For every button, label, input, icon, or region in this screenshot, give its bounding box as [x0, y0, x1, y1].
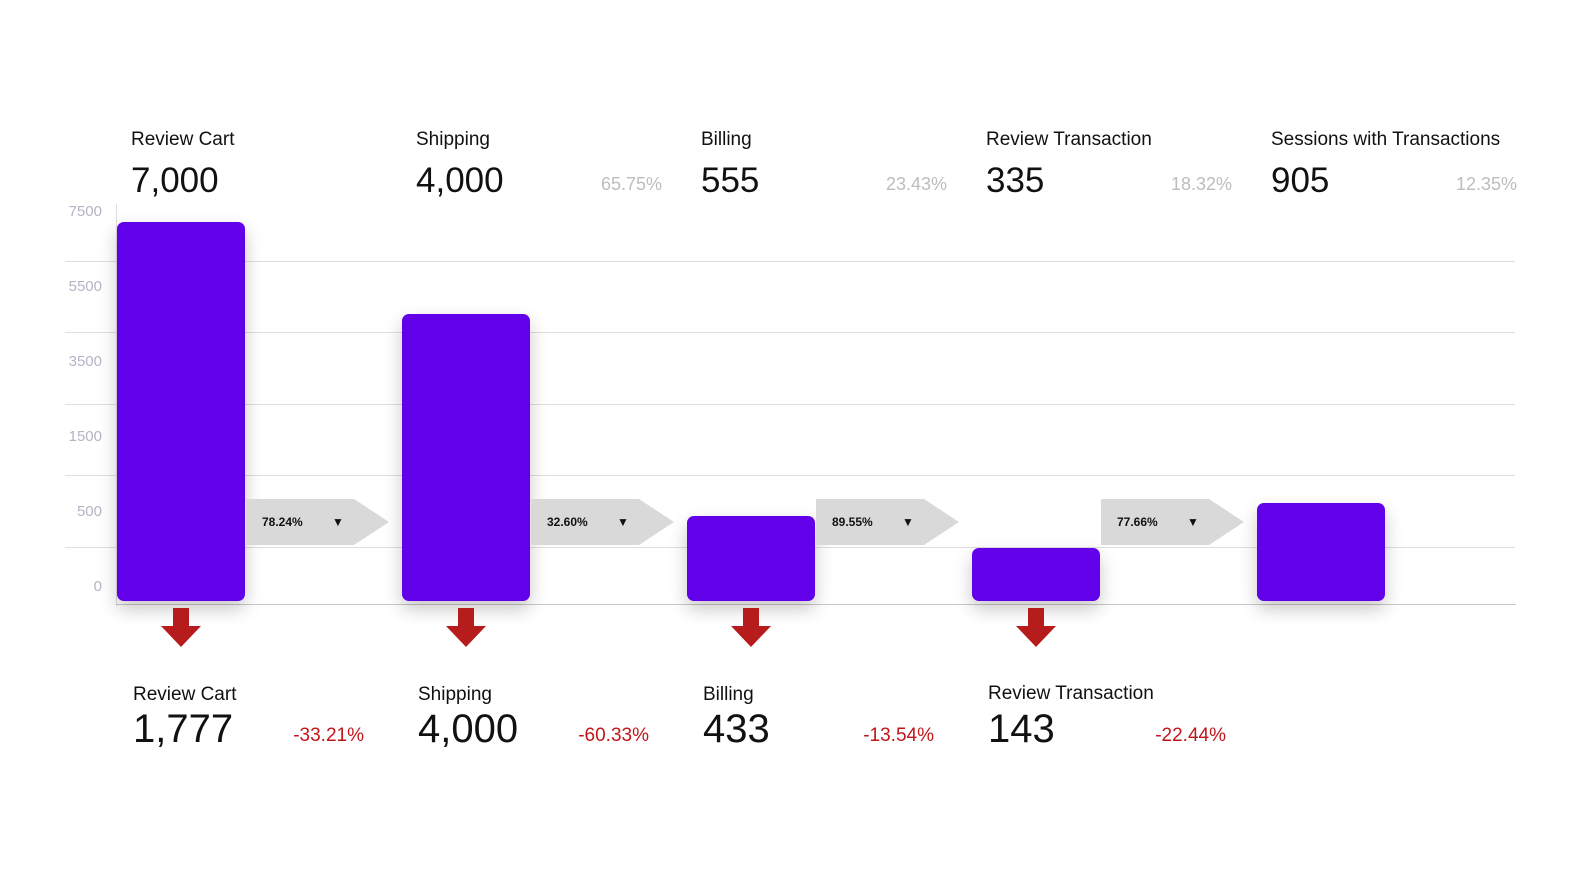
dropoff-label: Shipping [418, 684, 492, 705]
arrow-down-icon [161, 608, 201, 647]
dropoff-value: 4,000 [418, 707, 519, 751]
stage-value: 905 [1271, 161, 1330, 200]
funnel-bar [972, 548, 1100, 601]
funnel-bar [117, 222, 245, 601]
stage-value: 7,000 [131, 161, 219, 200]
conversion-chevron [531, 499, 674, 545]
arrow-down-icon [731, 608, 771, 647]
funnel-bar [1257, 503, 1385, 601]
x-axis-line [116, 604, 1516, 605]
dropoff-label: Review Cart [133, 684, 237, 705]
conversion-rate: 77.66% [1117, 515, 1158, 529]
conversion-rate: 32.60% [547, 515, 588, 529]
y-tick-label: 0 [93, 578, 102, 595]
conversion-chevron [246, 499, 389, 545]
dropoff-value: 433 [703, 707, 770, 751]
stage-percentage: 12.35% [1455, 174, 1517, 194]
dropoff-label: Review Transaction [988, 683, 1154, 704]
y-tick-label: 1500 [68, 428, 102, 445]
conversion-chevron [1101, 499, 1244, 545]
conversion-rate: 78.24% [262, 515, 303, 529]
stage-value: 555 [701, 161, 760, 200]
stage-value: 4,000 [416, 161, 504, 200]
funnel-bar [402, 314, 530, 601]
dropoff-percentage: -33.21% [293, 725, 364, 746]
stage-percentage: 23.43% [885, 174, 947, 194]
dropoff-percentage: -13.54% [863, 725, 934, 746]
stage-label: Sessions with Transactions [1271, 129, 1501, 150]
stage-value: 335 [986, 161, 1045, 200]
dropoff-percentage: -22.44% [1155, 725, 1226, 746]
conversion-rate: 89.55% [832, 515, 873, 529]
stage-percentage: 18.32% [1170, 174, 1232, 194]
gridline [65, 261, 1515, 262]
dropoff-label: Billing [703, 684, 754, 705]
triangle-down-icon: ▼ [902, 515, 914, 529]
stage-percentage: 65.75% [600, 174, 662, 194]
stage-label: Review Cart [131, 129, 235, 150]
stage-label: Billing [701, 129, 752, 150]
arrow-down-icon [446, 608, 486, 647]
gridline [65, 475, 1515, 476]
gridline [65, 404, 1515, 405]
dropoff-value: 1,777 [133, 707, 234, 751]
triangle-down-icon: ▼ [332, 515, 344, 529]
stage-label: Review Transaction [986, 129, 1152, 150]
triangle-down-icon: ▼ [617, 515, 629, 529]
y-tick-label: 3500 [68, 353, 102, 370]
y-axis-line [116, 204, 117, 606]
conversion-chevron [816, 499, 959, 545]
y-tick-label: 500 [76, 503, 102, 520]
dropoff-value: 143 [988, 707, 1055, 751]
gridline [65, 332, 1515, 333]
dropoff-percentage: -60.33% [578, 725, 649, 746]
arrow-down-icon [1016, 608, 1056, 647]
y-tick-label: 5500 [68, 278, 102, 295]
stage-label: Shipping [416, 129, 490, 150]
y-tick-label: 7500 [68, 203, 102, 220]
triangle-down-icon: ▼ [1187, 515, 1199, 529]
funnel-bar [687, 516, 815, 601]
